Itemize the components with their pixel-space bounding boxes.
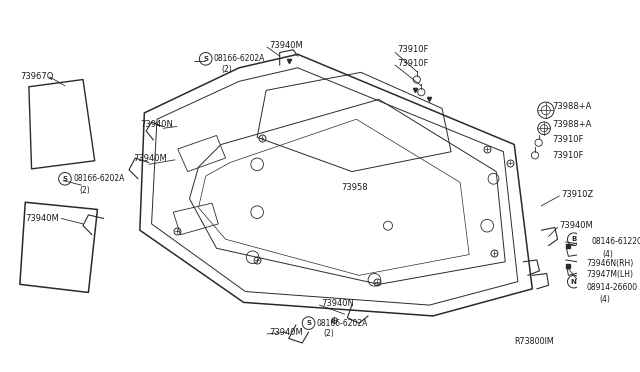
Text: 08166-6202A: 08166-6202A <box>214 54 265 63</box>
Circle shape <box>18 163 33 177</box>
Text: (2): (2) <box>221 65 232 74</box>
Text: 08166-6202A: 08166-6202A <box>317 319 368 328</box>
Text: 73940M: 73940M <box>134 154 167 163</box>
Text: N: N <box>571 279 577 285</box>
Text: 73910F: 73910F <box>397 59 428 68</box>
Text: 73988+A: 73988+A <box>552 102 591 111</box>
Text: 73910Z: 73910Z <box>561 190 593 199</box>
Text: 73940M: 73940M <box>269 41 303 50</box>
Text: (4): (4) <box>599 295 610 304</box>
Text: 73940M: 73940M <box>269 328 303 337</box>
Text: 73947M(LH): 73947M(LH) <box>586 270 634 279</box>
Text: 73946N(RH): 73946N(RH) <box>586 259 634 268</box>
Text: 73940N: 73940N <box>321 299 354 308</box>
Text: 73967Q: 73967Q <box>20 72 53 81</box>
Text: 73958: 73958 <box>341 183 367 192</box>
Text: B: B <box>571 236 577 242</box>
Text: 08166-6202A: 08166-6202A <box>73 174 124 183</box>
Text: (2): (2) <box>79 186 90 195</box>
Text: S: S <box>204 56 208 62</box>
Text: S: S <box>306 320 311 326</box>
Text: 08914-26600: 08914-26600 <box>586 283 637 292</box>
Text: R73800lM: R73800lM <box>515 337 554 346</box>
Text: 73910F: 73910F <box>552 135 584 144</box>
Text: 73940N: 73940N <box>141 120 173 129</box>
Text: 73940M: 73940M <box>25 214 59 223</box>
Text: 73988+A: 73988+A <box>552 120 591 129</box>
Text: 73940M: 73940M <box>559 221 593 230</box>
Text: 73910F: 73910F <box>552 151 584 160</box>
Circle shape <box>81 72 95 87</box>
Text: S: S <box>63 176 67 182</box>
Text: 73910F: 73910F <box>397 45 428 54</box>
Text: (2): (2) <box>323 330 333 339</box>
Text: 08146-6122G: 08146-6122G <box>592 237 640 246</box>
Circle shape <box>13 80 27 95</box>
Circle shape <box>90 155 105 170</box>
Text: (4): (4) <box>603 250 614 259</box>
